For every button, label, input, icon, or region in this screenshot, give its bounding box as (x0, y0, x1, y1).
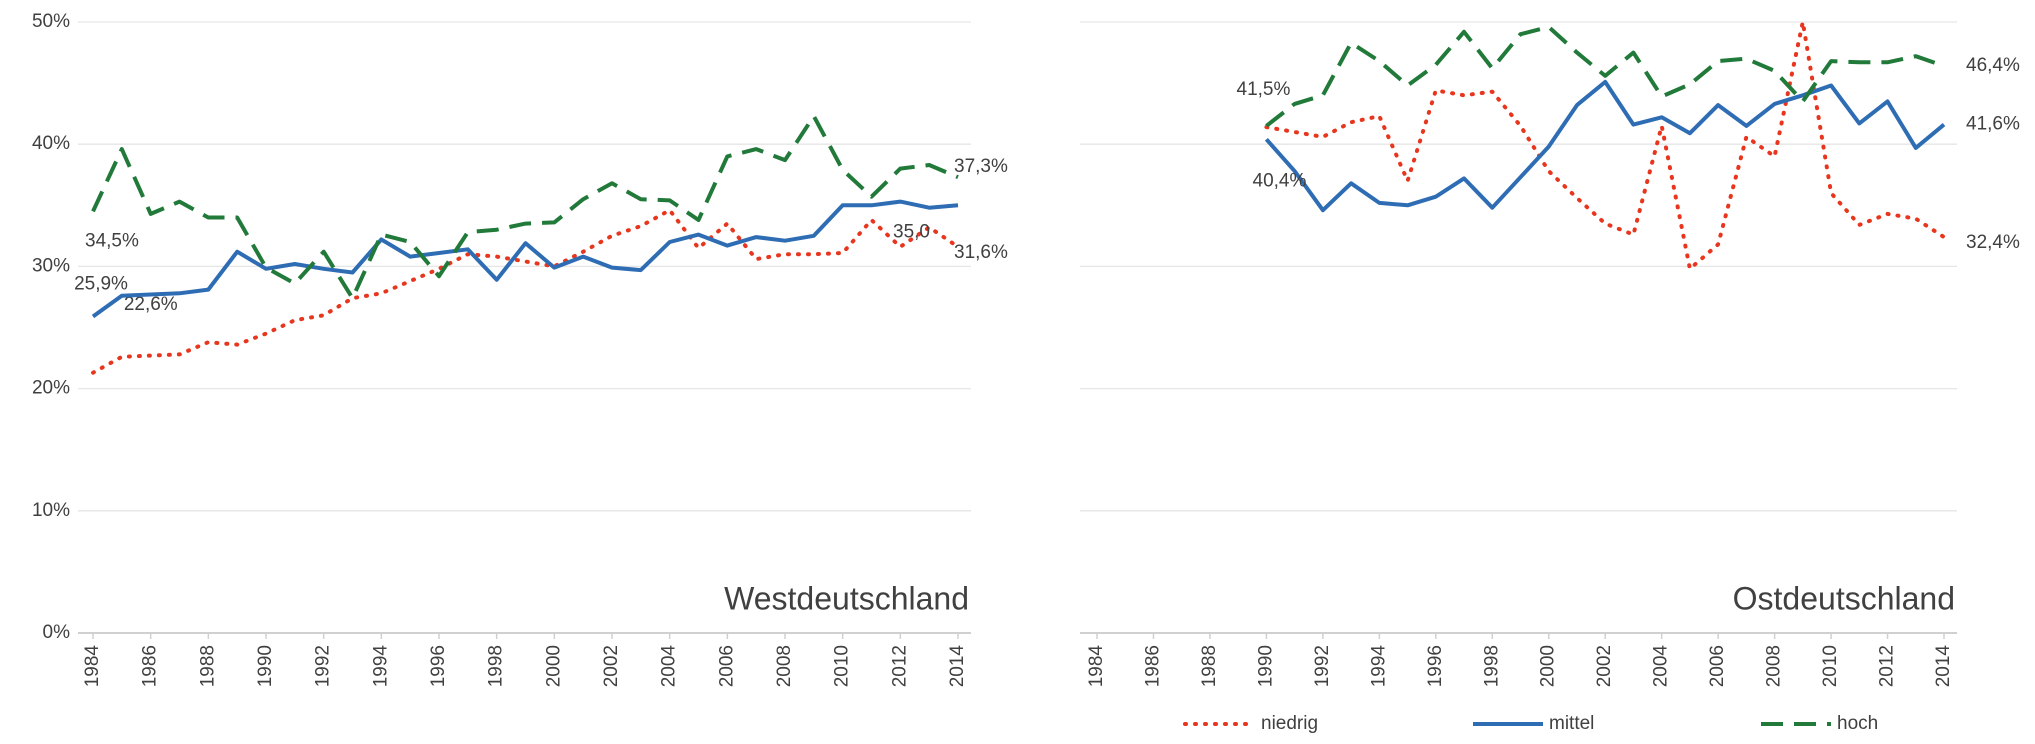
data-label: 35,0 (893, 221, 930, 242)
x-tick-label: 2014 (947, 645, 968, 688)
x-tick-label: 2008 (1764, 645, 1785, 687)
x-tick-label: 1994 (1368, 645, 1389, 688)
chart-title: Westdeutschland (724, 580, 969, 616)
x-tick-label: 2010 (832, 645, 853, 687)
x-tick-label: 2002 (601, 645, 622, 687)
x-tick-label: 1990 (1255, 645, 1276, 687)
x-tick-label: 1984 (1086, 645, 1107, 688)
x-tick-label: 2008 (774, 645, 795, 687)
x-tick-label: 2014 (1933, 645, 1954, 688)
data-label: 37,3% (954, 156, 1008, 177)
legend-label: mittel (1549, 713, 1594, 734)
data-label: 41,5% (1237, 79, 1291, 100)
data-label: 22,6% (124, 294, 178, 315)
chart: 1984 1986 1988 1990 1992 1994 1996 1998 2000 2002… (1080, 20, 2020, 734)
y-tick-label: 30% (32, 255, 70, 276)
x-tick-label: 1986 (1142, 645, 1163, 687)
x-tick-label: 2012 (889, 645, 910, 687)
chart: 0% 10% 20% 30% 40% 50% 1984 1986 1988 1990 1992 199… (32, 11, 1008, 687)
data-label: 41,6% (1966, 114, 2020, 135)
y-tick-label: 20% (32, 378, 70, 399)
x-tick-label: 2000 (1538, 645, 1559, 687)
x-tick-label: 1990 (255, 645, 276, 687)
data-label: 46,4% (1966, 55, 2020, 76)
y-tick-label: 50% (32, 11, 70, 32)
x-tick-label: 1994 (370, 645, 391, 688)
data-label: 32,4% (1966, 232, 2020, 253)
x-tick-label: 2006 (1707, 645, 1728, 687)
x-tick-label: 2004 (659, 645, 680, 688)
x-tick-label: 2002 (1594, 645, 1615, 687)
x-tick-label: 2010 (1820, 645, 1841, 687)
data-label: 40,4% (1253, 170, 1307, 191)
x-tick-label: 1996 (1425, 645, 1446, 687)
x-tick-label: 1992 (313, 645, 334, 687)
y-tick-label: 0% (43, 622, 71, 643)
line-series (91, 199, 959, 319)
legend-label: hoch (1837, 713, 1878, 734)
data-label: 34,5% (85, 230, 139, 251)
line-series (91, 208, 960, 375)
x-tick-label: 2004 (1651, 645, 1672, 688)
data-label: 31,6% (954, 242, 1008, 263)
chart-title: Ostdeutschland (1733, 580, 1955, 616)
y-tick-label: 10% (32, 500, 70, 521)
x-tick-label: 2012 (1877, 645, 1898, 687)
line-series (91, 114, 959, 301)
x-tick-label: 2000 (543, 645, 564, 687)
x-tick-label: 2006 (716, 645, 737, 687)
line-series (1264, 79, 1946, 213)
x-tick-label: 1996 (428, 645, 449, 687)
line-series (1265, 24, 1945, 128)
y-tick-label: 40% (32, 133, 70, 154)
x-tick-label: 1998 (1481, 645, 1502, 687)
x-tick-label: 1988 (1199, 645, 1220, 687)
x-tick-label: 1986 (140, 645, 161, 687)
x-tick-label: 1984 (82, 645, 103, 688)
data-label: 25,9% (74, 274, 128, 295)
x-tick-label: 1998 (486, 645, 507, 687)
line-series (1264, 20, 1946, 271)
x-tick-label: 1992 (1312, 645, 1333, 687)
x-tick-label: 1988 (197, 645, 218, 687)
legend-label: niedrig (1261, 713, 1318, 734)
